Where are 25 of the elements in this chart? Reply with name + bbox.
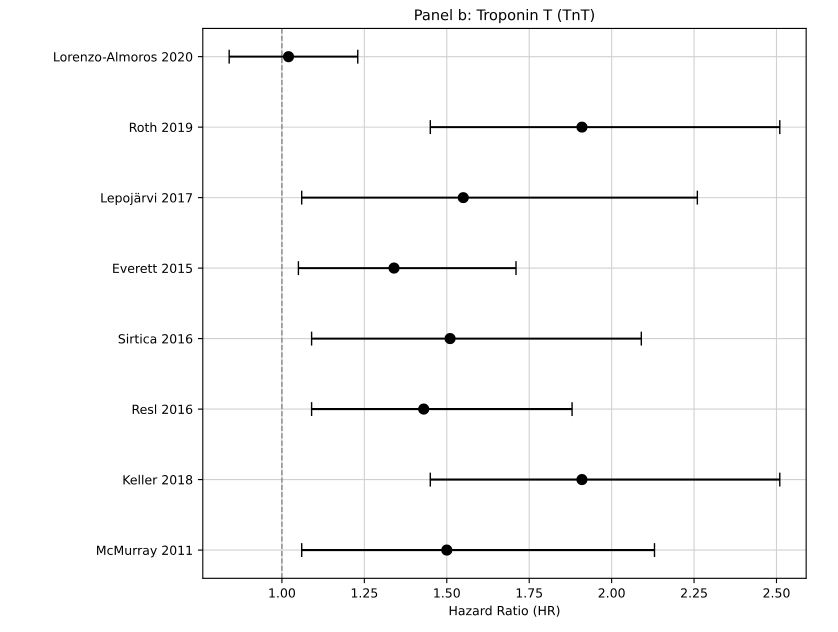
chart-title: Panel b: Troponin T (TnT) bbox=[415, 9, 594, 24]
y-tick-label: Roth 2019 bbox=[130, 122, 192, 132]
point bbox=[282, 51, 294, 62]
point bbox=[458, 192, 469, 204]
x-tick-label: 1.75 bbox=[516, 588, 542, 598]
point bbox=[576, 474, 588, 486]
x-tick-label: 2.00 bbox=[598, 588, 625, 598]
x-tick-label: 1.50 bbox=[434, 588, 460, 598]
y-tick-label: Lepojärvi 2017 bbox=[101, 192, 192, 205]
y-tick-label: Everett 2015 bbox=[113, 264, 192, 274]
point bbox=[418, 404, 430, 415]
x-tick-label: 1.00 bbox=[269, 588, 296, 598]
y-tick-label: Resl 2016 bbox=[132, 404, 192, 414]
x-axis-title: Hazard Ratio (HR) bbox=[450, 606, 560, 617]
point bbox=[576, 122, 588, 133]
y-tick-label: McMurray 2011 bbox=[97, 546, 192, 558]
x-tick-label: 1.25 bbox=[352, 588, 378, 598]
y-tick-label: Sirtica 2016 bbox=[118, 334, 192, 344]
point bbox=[444, 333, 456, 344]
point bbox=[388, 262, 400, 274]
x-tick-label: 2.50 bbox=[763, 588, 790, 598]
y-tick-label: Lorenzo-Almoros 2020 bbox=[54, 52, 192, 62]
point bbox=[441, 544, 452, 556]
x-tick-label: 2.25 bbox=[681, 588, 707, 598]
y-tick-label: Keller 2018 bbox=[123, 474, 192, 485]
